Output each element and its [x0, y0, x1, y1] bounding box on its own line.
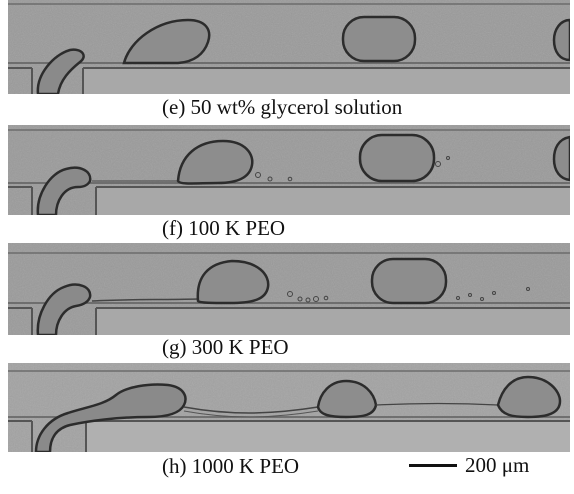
droplet-forming: [36, 48, 85, 94]
droplet-1: [122, 18, 211, 65]
panel-f-caption: (f) 100 K PEO: [162, 216, 286, 240]
droplet-1: [196, 259, 270, 305]
droplet-forming: [34, 383, 187, 452]
panel-e-caption: (e) 50 wt% glycerol solution: [162, 95, 403, 119]
droplet-forming: [36, 283, 92, 335]
scale-bar-label: 200 μm: [465, 453, 530, 477]
panel-f-image: [8, 125, 570, 215]
droplet-3: [552, 135, 570, 182]
droplet-1: [176, 139, 254, 185]
panel-g-image: [8, 243, 570, 335]
panel-g-caption: (g) 300 K PEO: [162, 335, 289, 359]
droplet-2: [496, 375, 562, 419]
droplet-forming: [36, 166, 92, 215]
panel-h-image: [8, 363, 570, 452]
droplet-3: [552, 18, 570, 62]
droplet-2: [370, 257, 448, 305]
droplet-2: [341, 15, 417, 63]
panel-h-caption: (h) 1000 K PEO: [162, 454, 300, 478]
droplet-2: [358, 133, 436, 183]
scale-bar: [409, 464, 457, 467]
panel-e-image: [8, 0, 570, 94]
